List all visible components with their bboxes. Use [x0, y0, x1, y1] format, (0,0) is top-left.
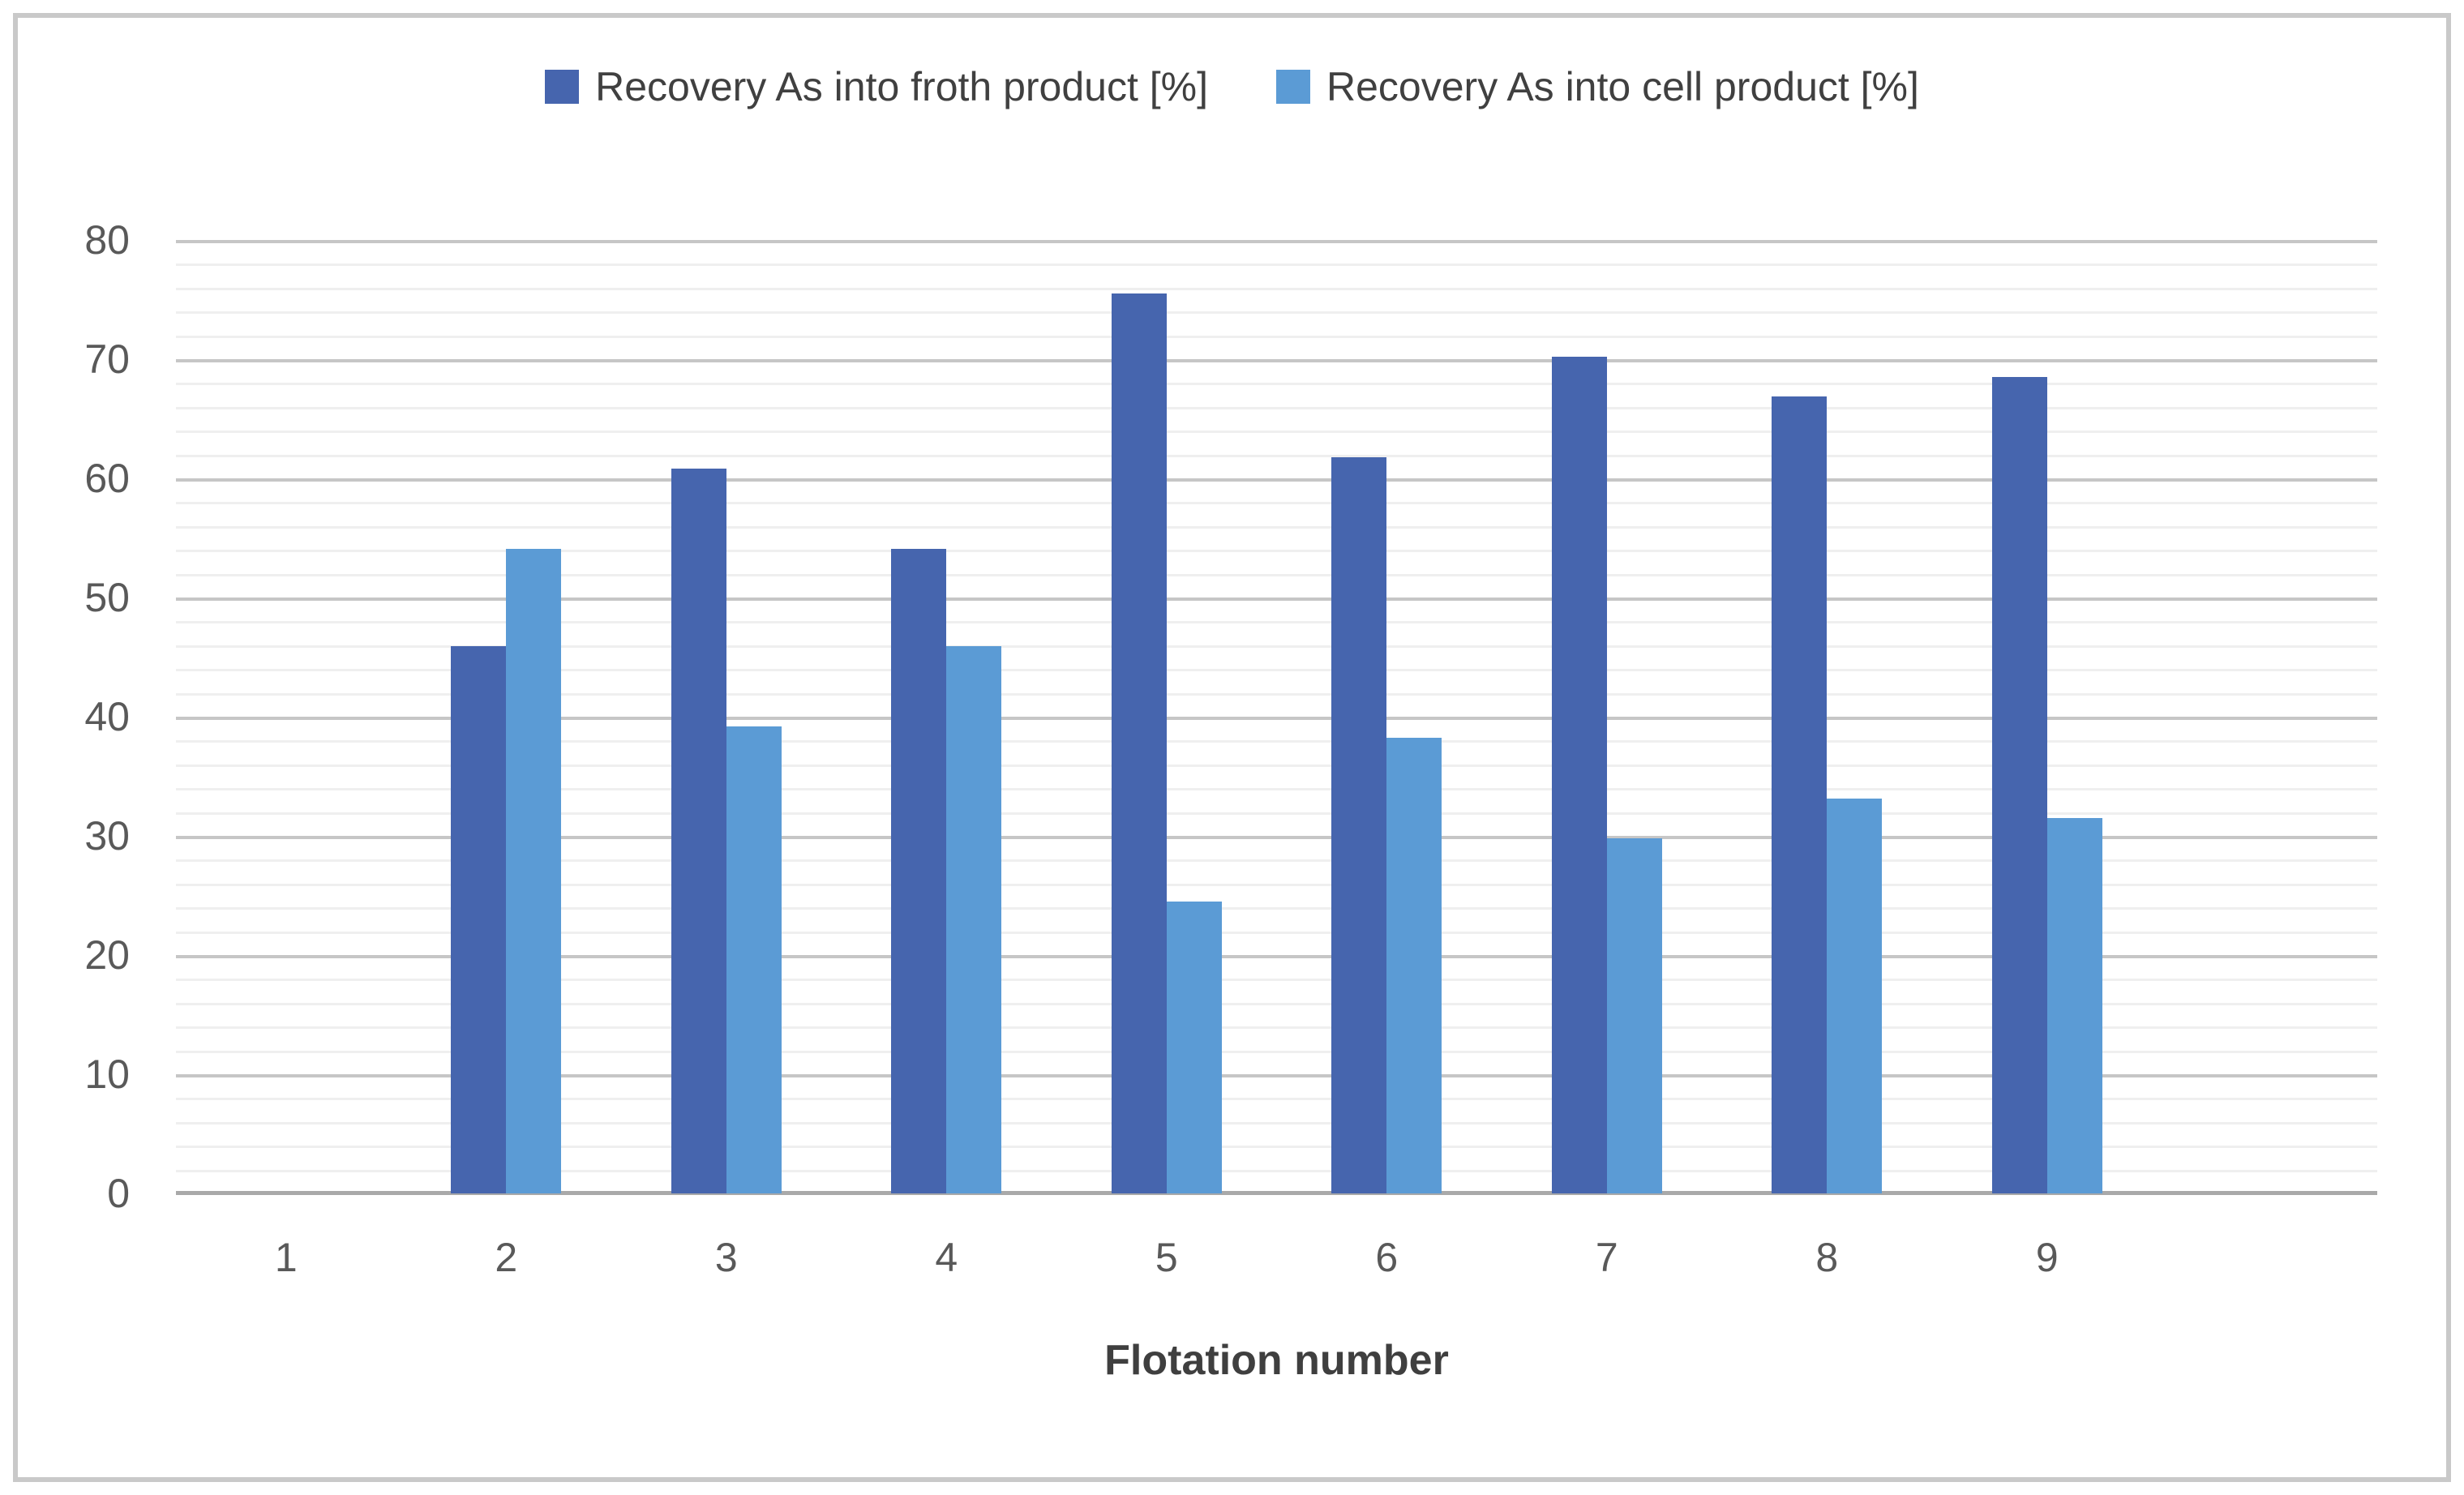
minor-gridline	[176, 788, 2377, 791]
y-tick-label: 10	[84, 1052, 130, 1097]
bar-froth-8	[1772, 396, 1828, 1193]
major-gridline	[176, 598, 2377, 601]
minor-gridline	[176, 621, 2377, 624]
bar-froth-3	[671, 469, 726, 1193]
minor-gridline	[176, 1050, 2377, 1053]
minor-gridline	[176, 263, 2377, 267]
minor-gridline	[176, 311, 2377, 315]
bar-cell-2	[506, 548, 562, 1193]
plot-area	[176, 240, 2377, 1195]
minor-gridline	[176, 692, 2377, 696]
major-gridline	[176, 1074, 2377, 1077]
x-tick-label: 1	[274, 1235, 298, 1280]
bar-cell-4	[946, 646, 1002, 1193]
minor-gridline	[176, 859, 2377, 863]
y-tick-label: 80	[84, 217, 130, 263]
major-gridline	[176, 717, 2377, 720]
minor-gridline	[176, 454, 2377, 457]
minor-gridline	[176, 669, 2377, 672]
bar-cell-5	[1166, 901, 1222, 1193]
minor-gridline	[176, 431, 2377, 434]
minor-gridline	[176, 979, 2377, 982]
bar-cell-9	[2046, 817, 2102, 1193]
major-gridline	[176, 359, 2377, 362]
major-gridline	[176, 478, 2377, 482]
legend: Recovery As into froth product [%] Recov…	[0, 63, 2464, 110]
bar-cell-6	[1386, 738, 1442, 1193]
x-tick-label: 6	[1375, 1235, 1399, 1280]
x-axis-title: Flotation number	[1104, 1337, 1449, 1384]
major-gridline	[176, 836, 2377, 839]
minor-gridline	[176, 1026, 2377, 1030]
legend-item-froth: Recovery As into froth product [%]	[545, 63, 1208, 110]
bar-cell-7	[1606, 837, 1662, 1193]
minor-gridline	[176, 764, 2377, 767]
y-tick-label: 20	[84, 932, 130, 978]
legend-label-froth: Recovery As into froth product [%]	[595, 64, 1209, 109]
minor-gridline	[176, 573, 2377, 576]
bar-froth-2	[451, 646, 507, 1193]
x-axis-tick-labels: 1 2 3 4 5 6 7 8 9	[176, 1234, 2377, 1291]
bar-cell-3	[726, 726, 782, 1193]
minor-gridline	[176, 883, 2377, 886]
bar-froth-5	[1111, 293, 1167, 1193]
legend-item-cell: Recovery As into cell product [%]	[1276, 63, 1919, 110]
minor-gridline	[176, 931, 2377, 934]
minor-gridline	[176, 406, 2377, 409]
x-tick-label: 9	[2035, 1235, 2059, 1280]
minor-gridline	[176, 1146, 2377, 1149]
y-tick-label: 60	[84, 456, 130, 501]
minor-gridline	[176, 1121, 2377, 1124]
y-tick-label: 40	[84, 694, 130, 739]
minor-gridline	[176, 287, 2377, 290]
minor-gridline	[176, 550, 2377, 553]
bar-froth-9	[1991, 377, 2047, 1193]
minor-gridline	[176, 1098, 2377, 1101]
major-gridline	[176, 240, 2377, 243]
legend-label-cell: Recovery As into cell product [%]	[1326, 64, 1919, 109]
minor-gridline	[176, 645, 2377, 648]
minor-gridline	[176, 1002, 2377, 1005]
bar-froth-6	[1331, 456, 1387, 1193]
minor-gridline	[176, 383, 2377, 386]
major-gridline	[176, 955, 2377, 958]
minor-gridline	[176, 812, 2377, 815]
x-tick-label: 2	[495, 1235, 518, 1280]
cell-series-swatch-icon	[1276, 70, 1311, 104]
minor-gridline	[176, 335, 2377, 338]
minor-gridline	[176, 525, 2377, 529]
y-axis-tick-labels: 0 10 20 30 40 50 60 70 80	[24, 0, 130, 1495]
y-tick-label: 50	[84, 575, 130, 620]
x-tick-label: 7	[1595, 1235, 1618, 1280]
bar-froth-4	[891, 548, 947, 1193]
x-tick-label: 8	[1815, 1235, 1839, 1280]
y-tick-label: 30	[84, 813, 130, 859]
minor-gridline	[176, 740, 2377, 743]
x-tick-label: 4	[935, 1235, 958, 1280]
minor-gridline	[176, 907, 2377, 910]
y-tick-label: 70	[84, 336, 130, 382]
x-axis-line	[176, 1191, 2377, 1195]
bar-froth-7	[1551, 357, 1607, 1193]
minor-gridline	[176, 1169, 2377, 1172]
x-tick-label: 5	[1155, 1235, 1178, 1280]
x-tick-label: 3	[714, 1235, 738, 1280]
minor-gridline	[176, 502, 2377, 505]
bar-cell-8	[1827, 799, 1883, 1193]
y-tick-label: 0	[107, 1171, 130, 1216]
froth-series-swatch-icon	[545, 70, 580, 104]
